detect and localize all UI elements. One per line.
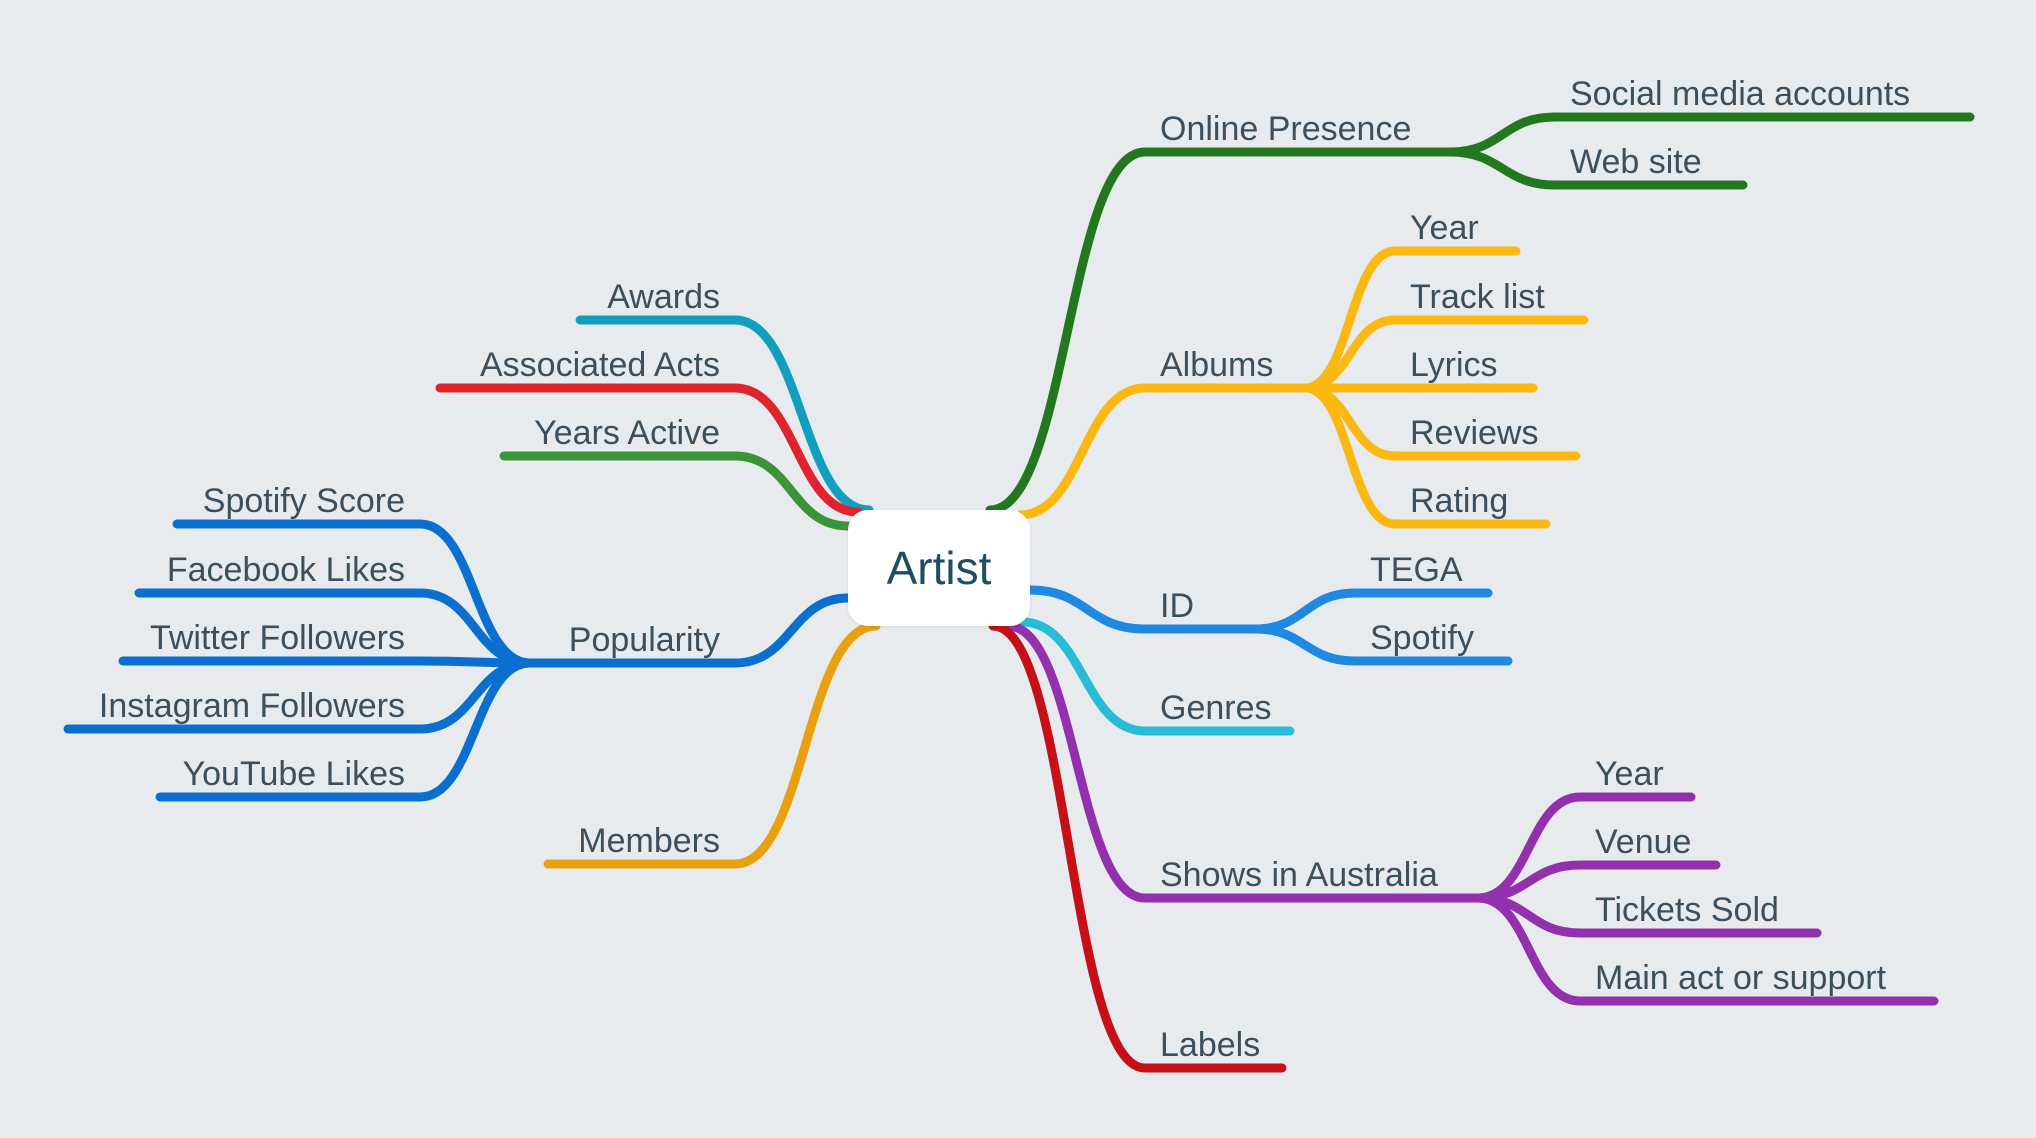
leaf-online-presence-web-site-connector [1445, 147, 1748, 190]
leaf-albums-reviews-label[interactable]: Reviews [1410, 414, 1538, 452]
leaf-id-spotify-connector [1250, 624, 1513, 666]
leaf-shows-in-australia-main-act-or-support-connector [1473, 893, 1939, 1006]
branch-members-label[interactable]: Members [578, 822, 720, 860]
branch-id-connector [1025, 585, 1260, 634]
branch-genres-connector [1017, 617, 1295, 736]
leaf-albums-track-list-label[interactable]: Track list [1410, 278, 1545, 316]
leaf-popularity-youtube-likes-connector [155, 658, 535, 802]
root-node[interactable]: Artist [848, 510, 1030, 626]
branch-id-label[interactable]: ID [1160, 587, 1194, 625]
leaf-popularity-spotify-score-label[interactable]: Spotify Score [203, 482, 405, 520]
branch-shows-in-australia-connector [1003, 621, 1483, 903]
leaf-popularity-youtube-likes-label[interactable]: YouTube Likes [183, 755, 405, 793]
leaf-shows-in-australia-venue-label[interactable]: Venue [1595, 823, 1691, 861]
leaf-albums-rating-label[interactable]: Rating [1410, 482, 1508, 520]
branch-online-presence-label[interactable]: Online Presence [1160, 110, 1411, 148]
branch-albums-label[interactable]: Albums [1160, 346, 1273, 384]
leaf-online-presence-social-media-accounts-connector [1445, 112, 1975, 157]
leaf-id-spotify-label[interactable]: Spotify [1370, 619, 1474, 657]
branch-popularity-connector [525, 593, 853, 668]
leaf-popularity-twitter-followers-label[interactable]: Twitter Followers [150, 619, 405, 657]
leaf-shows-in-australia-tickets-sold-label[interactable]: Tickets Sold [1595, 891, 1779, 929]
leaf-shows-in-australia-year-label[interactable]: Year [1595, 755, 1664, 793]
leaf-shows-in-australia-main-act-or-support-label[interactable]: Main act or support [1595, 959, 1887, 997]
branch-members-connector [543, 621, 881, 869]
leaf-popularity-twitter-followers-connector [118, 656, 535, 668]
branch-labels-label[interactable]: Labels [1160, 1026, 1260, 1064]
branch-years-active-label[interactable]: Years Active [534, 414, 720, 452]
branch-awards-label[interactable]: Awards [607, 278, 720, 316]
branch-awards-connector [575, 315, 874, 515]
leaf-albums-rating-connector [1300, 383, 1551, 529]
branch-years-active-connector [499, 451, 853, 531]
branch-associated-acts-label[interactable]: Associated Acts [480, 346, 720, 384]
branch-genres-label[interactable]: Genres [1160, 689, 1272, 727]
leaf-id-tega-label[interactable]: TEGA [1370, 551, 1463, 589]
branch-albums-connector [1015, 383, 1310, 520]
leaf-online-presence-social-media-accounts-label[interactable]: Social media accounts [1570, 75, 1910, 113]
branch-associated-acts-connector [435, 383, 863, 517]
branch-popularity-label[interactable]: Popularity [569, 621, 720, 659]
leaf-albums-lyrics-label[interactable]: Lyrics [1410, 346, 1498, 384]
branch-online-presence-connector [985, 147, 1455, 515]
leaf-popularity-instagram-followers-label[interactable]: Instagram Followers [99, 687, 405, 725]
leaf-popularity-facebook-likes-label[interactable]: Facebook Likes [167, 551, 405, 589]
leaf-online-presence-web-site-label[interactable]: Web site [1570, 143, 1702, 181]
branch-shows-in-australia-label[interactable]: Shows in Australia [1160, 856, 1438, 894]
branch-labels-connector [988, 621, 1287, 1073]
leaf-albums-year-label[interactable]: Year [1410, 209, 1479, 247]
root-label: Artist [886, 542, 992, 594]
